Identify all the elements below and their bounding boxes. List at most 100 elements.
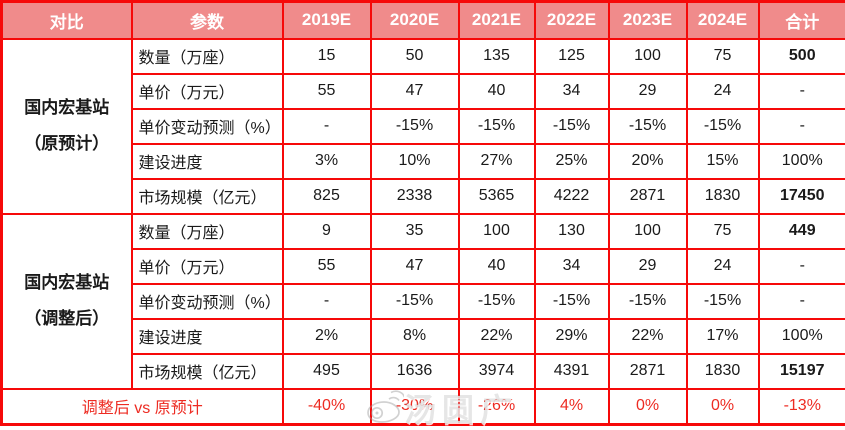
- comparison-cell: -40%: [283, 389, 371, 425]
- cell: -15%: [609, 109, 687, 144]
- cell: 1636: [371, 354, 459, 389]
- group-label-line: （原预计）: [3, 134, 131, 154]
- cell: 9: [283, 214, 371, 249]
- cell: 27%: [459, 144, 535, 179]
- cell: -15%: [371, 284, 459, 319]
- param-label: 单价（万元）: [132, 249, 283, 284]
- group-label-line: （调整后）: [3, 309, 131, 329]
- group-label-original: 国内宏基站 （原预计）: [2, 39, 132, 214]
- cell: -15%: [459, 109, 535, 144]
- cell: 3%: [283, 144, 371, 179]
- cell: 55: [283, 249, 371, 284]
- total-cell: -: [759, 249, 845, 284]
- param-label: 单价变动预测（%）: [132, 284, 283, 319]
- cell: 2%: [283, 319, 371, 354]
- header-2021e: 2021E: [459, 2, 535, 39]
- cell: 8%: [371, 319, 459, 354]
- cell: 2871: [609, 179, 687, 214]
- cell: 29: [609, 249, 687, 284]
- header-2023e: 2023E: [609, 2, 687, 39]
- total-cell: -: [759, 284, 845, 319]
- cell: 50: [371, 39, 459, 74]
- cell: 34: [535, 249, 609, 284]
- total-cell: 449: [759, 214, 845, 249]
- header-compare: 对比: [2, 2, 132, 39]
- param-label: 单价（万元）: [132, 74, 283, 109]
- param-label: 数量（万座）: [132, 39, 283, 74]
- header-2020e: 2020E: [371, 2, 459, 39]
- cell: -15%: [687, 284, 759, 319]
- cell: -: [283, 284, 371, 319]
- cell: 75: [687, 214, 759, 249]
- header-2019e: 2019E: [283, 2, 371, 39]
- param-label: 建设进度: [132, 144, 283, 179]
- group-label-adjusted: 国内宏基站 （调整后）: [2, 214, 132, 389]
- cell: -15%: [459, 284, 535, 319]
- header-2024e: 2024E: [687, 2, 759, 39]
- cell: 10%: [371, 144, 459, 179]
- cell: -15%: [687, 109, 759, 144]
- cell: 20%: [609, 144, 687, 179]
- comparison-label: 调整后 vs 原预计: [2, 389, 283, 425]
- comparison-cell: -30%: [371, 389, 459, 425]
- cell: 35: [371, 214, 459, 249]
- cell: 22%: [609, 319, 687, 354]
- param-label: 建设进度: [132, 319, 283, 354]
- cell: 22%: [459, 319, 535, 354]
- comparison-cell: 0%: [609, 389, 687, 425]
- table-row: 国内宏基站 （调整后） 数量（万座） 9 35 100 130 100 75 4…: [2, 214, 845, 249]
- comparison-cell: -13%: [759, 389, 845, 425]
- total-cell: 100%: [759, 144, 845, 179]
- cell: 24: [687, 249, 759, 284]
- cell: -15%: [609, 284, 687, 319]
- cell: 40: [459, 74, 535, 109]
- cell: 100: [459, 214, 535, 249]
- cell: 15%: [687, 144, 759, 179]
- cell: 29%: [535, 319, 609, 354]
- header-row: 对比 参数 2019E 2020E 2021E 2022E 2023E 2024…: [2, 2, 845, 39]
- cell: 5365: [459, 179, 535, 214]
- param-label: 单价变动预测（%）: [132, 109, 283, 144]
- cell: 17%: [687, 319, 759, 354]
- cell: 135: [459, 39, 535, 74]
- header-2022e: 2022E: [535, 2, 609, 39]
- group-label-line: 国内宏基站: [3, 273, 131, 293]
- total-cell: 100%: [759, 319, 845, 354]
- cell: 2871: [609, 354, 687, 389]
- comparison-cell: 0%: [687, 389, 759, 425]
- table-row: 国内宏基站 （原预计） 数量（万座） 15 50 135 125 100 75 …: [2, 39, 845, 74]
- header-total: 合计: [759, 2, 845, 39]
- cell: 25%: [535, 144, 609, 179]
- cell: 495: [283, 354, 371, 389]
- cell: -15%: [535, 284, 609, 319]
- cell: 100: [609, 214, 687, 249]
- cell: -15%: [535, 109, 609, 144]
- comparison-cell: 4%: [535, 389, 609, 425]
- cell: 4391: [535, 354, 609, 389]
- cell: 29: [609, 74, 687, 109]
- param-label: 数量（万座）: [132, 214, 283, 249]
- cell: 47: [371, 249, 459, 284]
- cell: 24: [687, 74, 759, 109]
- cell: 47: [371, 74, 459, 109]
- total-cell: -: [759, 109, 845, 144]
- cell: 55: [283, 74, 371, 109]
- total-cell: 500: [759, 39, 845, 74]
- comparison-cell: -26%: [459, 389, 535, 425]
- comparison-row: 调整后 vs 原预计 -40% -30% -26% 4% 0% 0% -13%: [2, 389, 845, 425]
- param-label: 市场规模（亿元）: [132, 179, 283, 214]
- cell: 4222: [535, 179, 609, 214]
- cell: 3974: [459, 354, 535, 389]
- cell: -15%: [371, 109, 459, 144]
- cell: 130: [535, 214, 609, 249]
- cell: 40: [459, 249, 535, 284]
- header-param: 参数: [132, 2, 283, 39]
- total-cell: 17450: [759, 179, 845, 214]
- param-label: 市场规模（亿元）: [132, 354, 283, 389]
- total-cell: 15197: [759, 354, 845, 389]
- cell: 1830: [687, 179, 759, 214]
- cell: 1830: [687, 354, 759, 389]
- total-cell: -: [759, 74, 845, 109]
- cell: 2338: [371, 179, 459, 214]
